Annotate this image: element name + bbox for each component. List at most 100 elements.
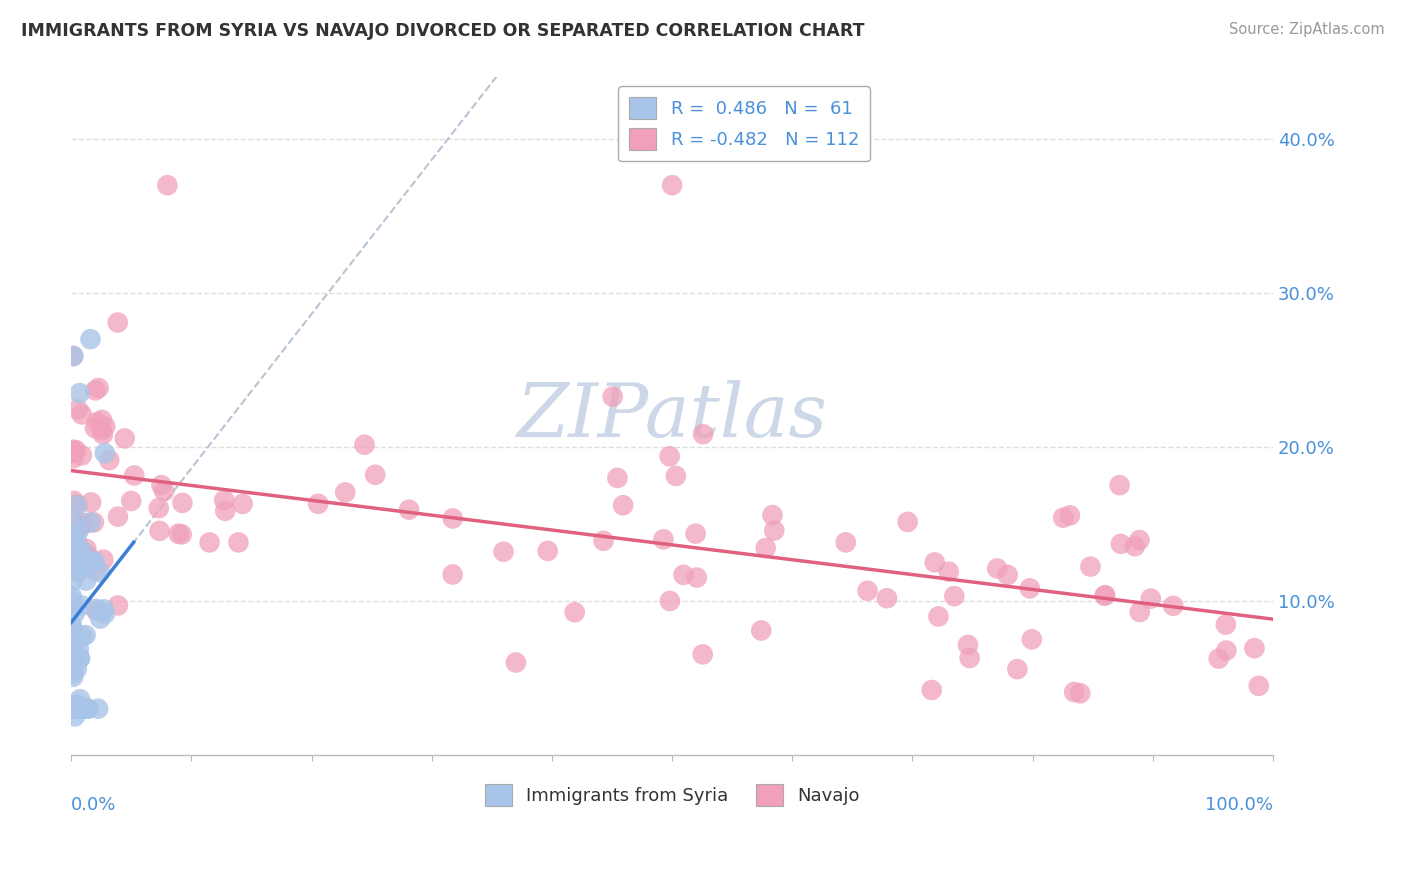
Point [94, 607, 117, 621]
Point [959, 651, 981, 665]
Point [1215, 643, 1237, 657]
Point [94, 419, 117, 434]
Point [1129, 605, 1152, 619]
Point [63, 493, 86, 508]
Point [62, 446, 84, 460]
Point [66, 402, 89, 417]
Point [73, 702, 96, 716]
Point [90, 413, 112, 427]
Point [83, 421, 105, 435]
Point [75, 542, 97, 557]
Point [1247, 679, 1270, 693]
Point [1128, 533, 1150, 547]
Point [564, 605, 586, 619]
Point [148, 524, 170, 538]
Text: Source: ZipAtlas.com: Source: ZipAtlas.com [1229, 22, 1385, 37]
Point [307, 497, 329, 511]
Point [652, 533, 675, 547]
Point [83, 516, 105, 530]
Point [70, 548, 93, 562]
Point [172, 496, 194, 510]
Point [69, 651, 91, 665]
Point [69, 541, 91, 556]
Point [60, 617, 83, 632]
Text: 0.0%: 0.0% [72, 796, 117, 814]
Point [67, 642, 90, 657]
Point [60, 574, 83, 589]
Point [89, 566, 111, 580]
Point [79, 516, 101, 530]
Point [1094, 588, 1116, 602]
Point [63, 531, 86, 545]
Point [924, 555, 946, 569]
Point [120, 494, 142, 508]
Point [1021, 632, 1043, 647]
Point [107, 599, 129, 613]
Point [214, 504, 236, 518]
Point [602, 390, 624, 404]
Point [492, 545, 515, 559]
Point [66, 536, 89, 550]
Text: IMMIGRANTS FROM SYRIA VS NAVAJO DIVORCED OR SEPARATED CORRELATION CHART: IMMIGRANTS FROM SYRIA VS NAVAJO DIVORCED… [21, 22, 865, 40]
Point [505, 656, 527, 670]
Point [63, 657, 86, 672]
Point [87, 381, 110, 395]
Point [89, 611, 111, 625]
Point [62, 650, 84, 665]
Point [997, 568, 1019, 582]
Point [62, 670, 84, 684]
Point [73, 516, 96, 530]
Point [441, 511, 464, 525]
Point [755, 541, 778, 555]
Point [156, 178, 179, 193]
Point [1069, 686, 1091, 700]
Point [62, 442, 84, 457]
Point [1108, 478, 1130, 492]
Point [86, 415, 108, 429]
Point [62, 643, 84, 657]
Point [70, 448, 93, 462]
Point [65, 443, 87, 458]
Point [353, 438, 375, 452]
Point [69, 652, 91, 666]
Point [60, 644, 83, 658]
Point [98, 453, 121, 467]
Point [65, 516, 87, 530]
Point [62, 541, 84, 555]
Point [70, 408, 93, 422]
Point [686, 570, 709, 584]
Point [1063, 685, 1085, 699]
Point [93, 602, 115, 616]
Point [107, 509, 129, 524]
Point [167, 526, 190, 541]
Point [65, 498, 87, 512]
Point [1094, 589, 1116, 603]
Point [938, 565, 960, 579]
Point [90, 423, 112, 437]
Point [876, 591, 898, 606]
Point [62, 349, 84, 363]
Point [62, 624, 84, 639]
Point [114, 432, 136, 446]
Point [921, 683, 943, 698]
Point [335, 485, 357, 500]
Point [150, 478, 173, 492]
Point [1123, 539, 1146, 553]
Point [60, 599, 83, 614]
Point [70, 599, 93, 613]
Point [63, 549, 86, 564]
Point [79, 332, 101, 346]
Point [441, 567, 464, 582]
Point [692, 648, 714, 662]
Text: 100.0%: 100.0% [1205, 796, 1272, 814]
Point [364, 467, 387, 482]
Point [76, 548, 98, 562]
Point [198, 535, 221, 549]
Point [91, 427, 114, 442]
Point [60, 590, 83, 604]
Point [87, 702, 110, 716]
Point [153, 484, 176, 499]
Point [80, 495, 103, 509]
Point [75, 628, 97, 642]
Point [1059, 508, 1081, 523]
